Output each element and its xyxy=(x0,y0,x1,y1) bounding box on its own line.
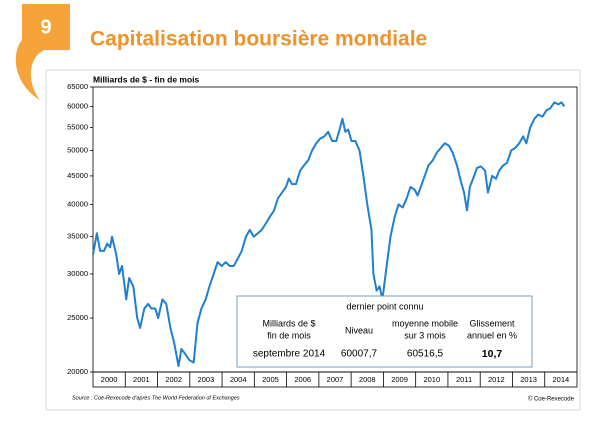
x-tick-label: 2000 xyxy=(101,375,118,384)
table-box xyxy=(236,295,533,368)
x-tick-label: 2009 xyxy=(391,375,408,384)
x-tick-label: 2013 xyxy=(520,375,537,384)
y-tick-label: 30000 xyxy=(67,269,88,278)
x-axis-strip xyxy=(92,371,578,388)
chart-title: Capitalisation boursière mondiale xyxy=(90,28,427,51)
x-tick-label: 2011 xyxy=(456,375,472,384)
table-header: Niveau xyxy=(345,325,373,335)
table-cell: septembre 2014 xyxy=(253,349,326,360)
y-axis-label: Milliards de $ - fin de mois xyxy=(93,74,200,84)
table-header: fin de mois xyxy=(267,330,311,340)
y-tick-label: 25000 xyxy=(67,313,88,322)
table-cell: 10,7 xyxy=(482,348,503,360)
x-tick-label: 2003 xyxy=(198,375,215,384)
y-tick-label: 20000 xyxy=(67,367,88,376)
y-tick-label: 45000 xyxy=(67,171,88,180)
table-cell: 60007,7 xyxy=(341,349,378,360)
x-tick-label: 2006 xyxy=(294,375,311,384)
series-line xyxy=(92,101,566,368)
x-tick-label: 2002 xyxy=(165,375,182,384)
badge-shape xyxy=(15,4,70,100)
table-cell: 60516,5 xyxy=(407,349,444,360)
x-tick-label: 2004 xyxy=(230,375,247,384)
summary-table: dernier point connu Milliards de $ fin de … xyxy=(236,295,533,368)
y-tick-label: 55000 xyxy=(67,122,88,131)
y-tick-label: 50000 xyxy=(67,145,88,154)
x-tick-label: 2014 xyxy=(553,375,570,384)
x-tick-label: 2005 xyxy=(262,375,279,384)
badge-number: 9 xyxy=(40,16,51,38)
y-tick-label: 35000 xyxy=(67,232,88,241)
source: Source : Coe-Rexecode d'après The World … xyxy=(72,395,240,401)
table-header: moyenne mobile xyxy=(392,318,458,328)
table-header: Glissement xyxy=(469,318,515,328)
y-tick-label: 65000 xyxy=(67,82,88,91)
x-tick-label: 2008 xyxy=(359,375,376,384)
table-header: Milliards de $ xyxy=(262,318,315,328)
x-tick-label: 2012 xyxy=(488,375,505,384)
table-caption: dernier point connu xyxy=(346,301,423,311)
x-tick-label: 2010 xyxy=(423,375,440,384)
x-tick-label: 2007 xyxy=(327,375,344,384)
table-header: sur 3 mois xyxy=(404,330,446,340)
y-tick-label: 40000 xyxy=(67,199,88,208)
credit: © Coe-Rexecode xyxy=(528,396,575,403)
x-tick-label: 2001 xyxy=(133,375,150,384)
y-tick-label: 60000 xyxy=(67,101,88,110)
table-header: annuel en % xyxy=(467,330,517,340)
